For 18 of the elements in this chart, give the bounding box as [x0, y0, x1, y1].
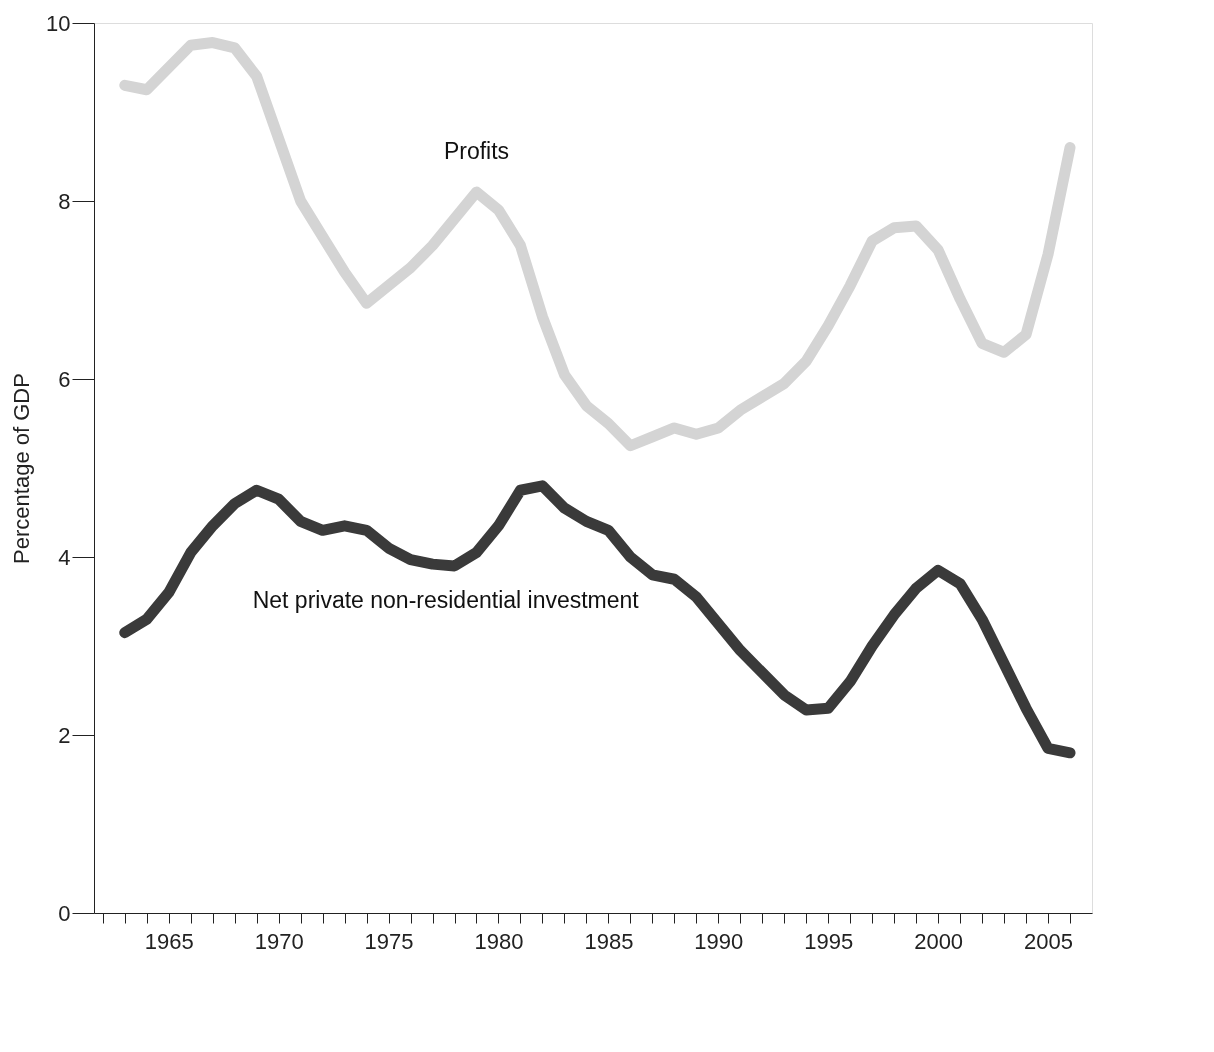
annotation: Profits — [443, 138, 510, 165]
y-tick-label: 10 — [46, 10, 71, 36]
y-tick-label: 0 — [58, 900, 71, 926]
y-axis-title: Percentage of GDP — [9, 373, 35, 564]
y-tick-label: 6 — [58, 366, 71, 392]
y-tick-label: 4 — [58, 544, 71, 570]
x-tick-label: 2005 — [1024, 928, 1074, 954]
x-tick-label: 1965 — [144, 928, 194, 954]
x-tick-label: 1995 — [804, 928, 854, 954]
x-tick-label: 1990 — [694, 928, 744, 954]
x-tick-label: 1975 — [364, 928, 414, 954]
x-tick-label: 2000 — [914, 928, 964, 954]
y-tick-label: 8 — [58, 188, 71, 214]
x-tick-label: 1970 — [254, 928, 304, 954]
x-tick-label: 1985 — [584, 928, 634, 954]
annotation: Net private non-residential investment — [252, 586, 640, 613]
x-tick-label: 1980 — [474, 928, 524, 954]
y-tick-label: 2 — [58, 722, 71, 748]
